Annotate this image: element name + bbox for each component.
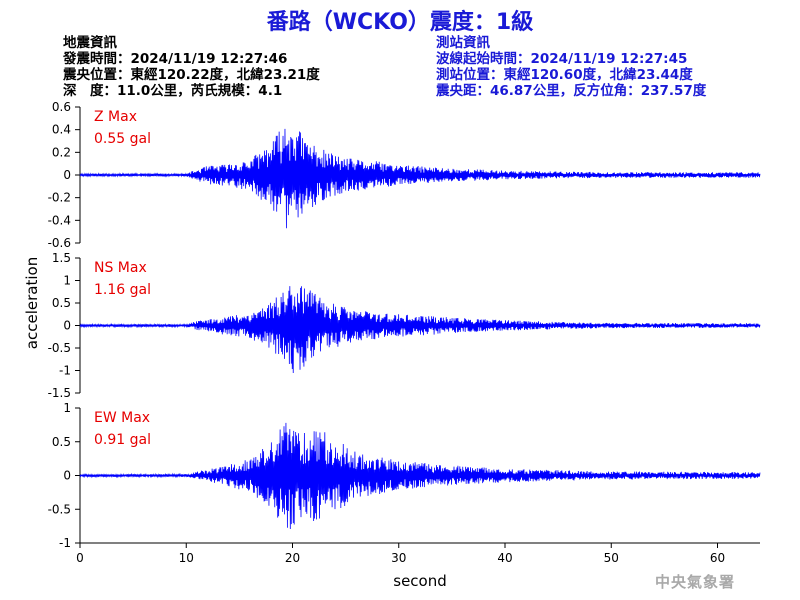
- event-info-block: 地震資訊 發震時間：2024/11/19 12:27:46 震央位置：東經120…: [63, 35, 320, 99]
- y-tick-label: -1: [59, 536, 71, 550]
- y-tick-label: -0.6: [48, 236, 71, 250]
- waveform-trace-z: [79, 128, 761, 229]
- max-value-z: 0.55 gal: [94, 131, 151, 147]
- y-tick-label: -1: [59, 364, 71, 378]
- max-value-ew: 0.91 gal: [94, 432, 151, 448]
- max-label-ew: EW Max: [94, 410, 150, 426]
- epicenter-location: 震央位置：東經120.22度，北緯23.21度: [63, 67, 320, 83]
- max-label-z: Z Max: [94, 109, 137, 125]
- y-tick-label: -0.2: [48, 191, 71, 205]
- y-tick-label: 1: [63, 401, 71, 415]
- waveform-trace-ns: [79, 286, 761, 374]
- event-time: 發震時間：2024/11/19 12:27:46: [63, 51, 288, 67]
- station-location: 測站位置：東經120.60度，北緯23.44度: [436, 67, 693, 83]
- y-tick-label: 1.5: [52, 251, 71, 265]
- x-tick-label: 60: [710, 551, 725, 565]
- agency-credit: 中央氣象署: [655, 573, 736, 591]
- y-tick-label: 0: [63, 319, 71, 333]
- x-tick-label: 0: [76, 551, 84, 565]
- x-axis-title: second: [393, 572, 447, 590]
- y-tick-label: -0.5: [48, 502, 71, 516]
- x-tick-label: 40: [497, 551, 512, 565]
- waveform-trace-ew: [79, 422, 761, 529]
- y-axis-title: acceleration: [23, 257, 41, 349]
- chart-title: 番路（WCKO）震度：1級: [266, 10, 534, 35]
- station-info-block: 測站資訊 波線起始時間：2024/11/19 12:27:45 測站位置：東經1…: [436, 35, 706, 99]
- y-tick-label: 0: [63, 168, 71, 182]
- waveform-start-time: 波線起始時間：2024/11/19 12:27:45: [436, 51, 688, 67]
- x-tick-label: 20: [285, 551, 300, 565]
- x-tick-label: 30: [391, 551, 406, 565]
- y-tick-label: 0.5: [52, 435, 71, 449]
- max-value-ns: 1.16 gal: [94, 282, 151, 298]
- y-tick-label: 0.5: [52, 296, 71, 310]
- y-tick-label: -0.4: [48, 213, 71, 227]
- y-tick-label: 0.4: [52, 123, 71, 137]
- x-tick-label: 10: [179, 551, 194, 565]
- y-tick-label: -0.5: [48, 341, 71, 355]
- station-info-heading: 測站資訊: [436, 35, 490, 51]
- x-tick-label: 50: [604, 551, 619, 565]
- y-tick-label: 1: [63, 274, 71, 288]
- depth-magnitude: 深 度：11.0公里，芮氏規模：4.1: [63, 83, 283, 99]
- y-tick-label: 0: [63, 469, 71, 483]
- event-info-heading: 地震資訊: [63, 35, 117, 51]
- y-tick-label: -1.5: [48, 386, 71, 400]
- y-tick-label: 0.2: [52, 145, 71, 159]
- distance-backazimuth: 震央距：46.87公里，反方位角：237.57度: [436, 83, 707, 99]
- max-label-ns: NS Max: [94, 260, 147, 276]
- y-tick-label: 0.6: [52, 100, 71, 114]
